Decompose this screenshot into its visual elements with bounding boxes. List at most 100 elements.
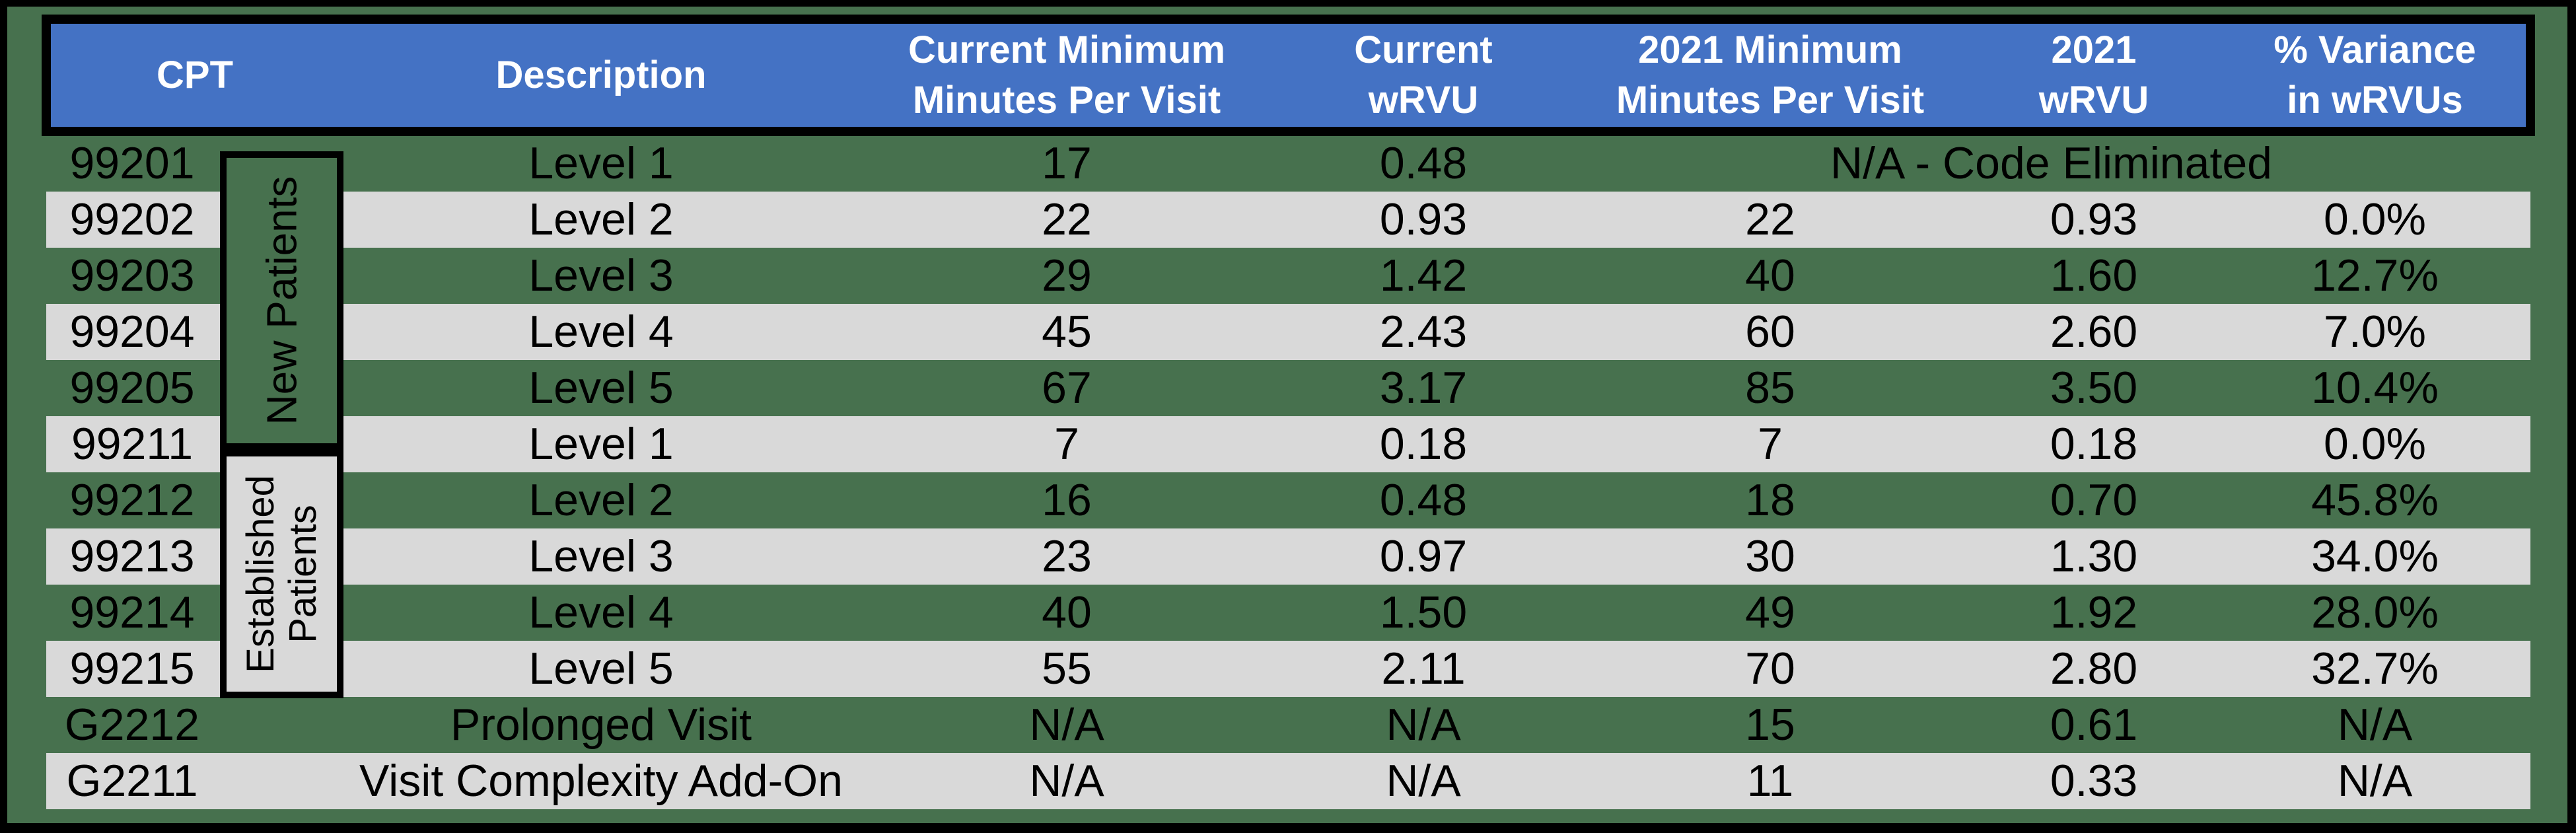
column-header-label: Description <box>495 54 707 96</box>
column-header-label-line2: Minutes Per Visit <box>1616 79 1925 122</box>
cell-cpt: 99204 <box>69 307 195 357</box>
column-header-label-line1: 2021 <box>2051 28 2137 71</box>
cell-current-wrvu: 0.93 <box>1379 194 1468 244</box>
cell-description: Level 5 <box>528 363 674 413</box>
cell-variance: 0.0% <box>2324 419 2426 469</box>
column-header-label-line2: wRVU <box>2038 79 2149 122</box>
cell-cpt: 99202 <box>69 194 195 244</box>
cell-2021-min-minutes: 7 <box>1758 419 1783 469</box>
cell-description: Level 4 <box>528 307 674 357</box>
table-row-99202: 99202 Level 2 22 0.93 22 0.93 0.0% <box>46 192 2530 248</box>
group-label-text: Established Patients <box>239 475 324 673</box>
table-row-99211: 99211 Level 1 7 0.18 7 0.18 0.0% <box>46 416 2530 472</box>
cell-cpt: G2212 <box>64 700 200 750</box>
cell-current-wrvu: 2.43 <box>1379 307 1468 357</box>
cell-2021-wrvu: 0.61 <box>2050 700 2138 750</box>
column-header-2021-wrvu: 2021 wRVU <box>1968 24 2219 127</box>
cell-cpt: 99214 <box>69 587 195 637</box>
cell-2021-min-minutes: 22 <box>1745 194 1795 244</box>
group-label-text: New Patients <box>258 176 306 425</box>
table-row-G2212: G2212 Prolonged Visit N/A N/A 15 0.61 N/… <box>46 697 2530 753</box>
cell-cpt: 99211 <box>71 419 194 469</box>
cell-current-min-minutes: 7 <box>1054 419 1079 469</box>
cell-2021-min-minutes: 30 <box>1745 531 1795 581</box>
cell-current-wrvu: N/A <box>1386 756 1461 806</box>
cell-2021-wrvu: 3.50 <box>2050 363 2138 413</box>
column-header-label-line2: in wRVUs <box>2287 79 2463 122</box>
cell-variance: 0.0% <box>2324 194 2426 244</box>
cell-2021-wrvu: 2.60 <box>2050 307 2138 357</box>
cell-current-wrvu: 0.18 <box>1379 419 1468 469</box>
cell-2021-min-minutes: 60 <box>1745 307 1795 357</box>
cell-current-wrvu: 2.11 <box>1381 643 1466 694</box>
cell-2021-min-minutes: 18 <box>1745 475 1795 525</box>
cell-current-min-minutes: 16 <box>1042 475 1092 525</box>
cell-variance: 32.7% <box>2311 643 2439 694</box>
cell-2021-wrvu: 0.33 <box>2050 756 2138 806</box>
cell-cpt: 99201 <box>69 138 195 188</box>
cell-cpt: G2211 <box>66 756 198 806</box>
cell-current-wrvu: N/A <box>1386 700 1461 750</box>
table-row-99203: 99203 Level 3 29 1.42 40 1.60 12.7% <box>46 248 2530 304</box>
cell-variance: 7.0% <box>2324 307 2426 357</box>
cell-2021-wrvu: 2.80 <box>2050 643 2138 694</box>
column-header-label-line2: wRVU <box>1368 79 1479 122</box>
column-header-label-line2: Minutes Per Visit <box>912 79 1221 122</box>
cell-description: Level 5 <box>528 643 674 694</box>
cell-current-min-minutes: 22 <box>1042 194 1092 244</box>
table-row-G2211: G2211 Visit Complexity Add-On N/A N/A 11… <box>46 753 2530 809</box>
cell-2021-min-minutes: 15 <box>1745 700 1795 750</box>
cell-description: Level 1 <box>528 419 674 469</box>
cell-variance: 28.0% <box>2311 587 2439 637</box>
cell-2021-wrvu: 0.93 <box>2050 194 2138 244</box>
cell-description: Level 3 <box>528 250 674 301</box>
cell-cpt: 99212 <box>69 475 195 525</box>
cell-description: Level 2 <box>528 475 674 525</box>
cell-2021-wrvu: 0.18 <box>2050 419 2138 469</box>
table-row-99201: 99201 Level 1 17 0.48 N/A - Code Elimina… <box>46 135 2530 192</box>
cell-description: Level 2 <box>528 194 674 244</box>
group-label-new-patients: New Patients <box>220 151 343 450</box>
table-row-99214: 99214 Level 4 40 1.50 49 1.92 28.0% <box>46 585 2530 641</box>
group-label-established-patients: Established Patients <box>220 450 343 698</box>
cell-cpt: 99205 <box>69 363 195 413</box>
cell-description: Visit Complexity Add-On <box>359 756 843 806</box>
cell-cpt: 99215 <box>69 643 195 694</box>
cell-description: Level 3 <box>528 531 674 581</box>
cell-current-min-minutes: 67 <box>1042 363 1092 413</box>
cell-current-min-minutes: 17 <box>1042 138 1092 188</box>
cell-description: Level 1 <box>528 138 674 188</box>
table-header-row: CPT Description Current Minimum Minutes … <box>42 15 2535 136</box>
cell-current-wrvu: 1.42 <box>1379 250 1468 301</box>
cell-2021-min-minutes: 85 <box>1745 363 1795 413</box>
column-header-label-line1: Current <box>1354 28 1493 71</box>
cell-current-min-minutes: 29 <box>1042 250 1092 301</box>
column-header-2021-minimum-minutes: 2021 Minimum Minutes Per Visit <box>1572 24 1968 127</box>
column-header-label-line1: % Variance <box>2273 28 2476 71</box>
cell-current-min-minutes: 55 <box>1042 643 1092 694</box>
cell-2021-min-minutes: 70 <box>1745 643 1795 694</box>
cell-current-min-minutes: N/A <box>1029 700 1104 750</box>
table-row-99205: 99205 Level 5 67 3.17 85 3.50 10.4% <box>46 360 2530 416</box>
cell-2021-wrvu: 1.30 <box>2050 531 2138 581</box>
column-header-cpt: CPT <box>46 24 343 127</box>
table-body: 99201 Level 1 17 0.48 N/A - Code Elimina… <box>46 135 2530 809</box>
cell-current-min-minutes: N/A <box>1029 756 1104 806</box>
cell-description: Prolonged Visit <box>450 700 752 750</box>
cell-2021-min-minutes: 49 <box>1745 587 1795 637</box>
group-label-line2: Patients <box>281 505 324 643</box>
column-header-label-line1: Current Minimum <box>908 28 1226 71</box>
cell-2021-min-minutes: 40 <box>1745 250 1795 301</box>
cell-cpt: 99203 <box>69 250 195 301</box>
column-header-current-wrvu: Current wRVU <box>1275 24 1572 127</box>
table-row-99204: 99204 Level 4 45 2.43 60 2.60 7.0% <box>46 304 2530 360</box>
cell-current-wrvu: 0.97 <box>1379 531 1468 581</box>
column-header-description: Description <box>343 24 859 127</box>
cell-variance: 10.4% <box>2311 363 2439 413</box>
column-header-label: CPT <box>157 54 233 96</box>
cell-current-wrvu: 3.17 <box>1379 363 1468 413</box>
cell-current-wrvu: 1.50 <box>1379 587 1468 637</box>
table-row-99212: 99212 Level 2 16 0.48 18 0.70 45.8% <box>46 472 2530 528</box>
cell-variance: 12.7% <box>2311 250 2439 301</box>
